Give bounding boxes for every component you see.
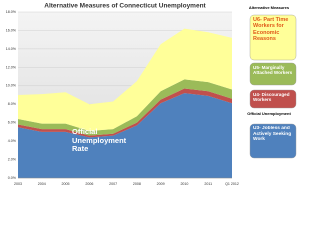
legend-header: Alternative Measures <box>248 6 290 10</box>
x-tick-label: 2007 <box>109 182 117 186</box>
legend-label-box: U5- Marginally Attached Workers <box>253 65 293 76</box>
x-tick-label: 2004 <box>38 182 46 186</box>
y-tick-label: 4.0% <box>8 139 17 143</box>
y-tick-label: 10.0% <box>6 84 17 88</box>
legend-swatch <box>249 14 297 61</box>
x-tick-label: 2003 <box>14 182 22 186</box>
legend-header: Official Unemployment <box>247 112 291 116</box>
x-tick-label: 2008 <box>133 182 141 186</box>
x-tick-label: 2006 <box>85 182 93 186</box>
area <box>18 93 232 178</box>
legend-label: U3- Jobless and Actively Seeking Work <box>253 126 292 143</box>
x-tick-label: 2010 <box>180 182 188 186</box>
legend-header-box: Official Unemployment <box>247 112 291 116</box>
y-tick-label: 18.0% <box>6 10 17 14</box>
page: {"chart_data": {"type": "area", "title":… <box>5 2 297 186</box>
y-tick-label: 8.0% <box>8 102 17 106</box>
x-tick-label: Q1 2012 <box>225 182 239 186</box>
area <box>18 79 232 136</box>
y-tick-label: 6.0% <box>8 121 17 125</box>
annotation: Official Unemployment Rate <box>72 128 127 154</box>
x-tick-label: 2009 <box>157 182 165 186</box>
y-tick-label: 2.0% <box>8 158 17 162</box>
area <box>18 28 232 131</box>
legend-header-box: Alternative Measures <box>248 6 290 10</box>
legend-swatch <box>249 123 297 159</box>
legend-label-box: U3- Jobless and Actively Seeking Work <box>253 126 292 143</box>
y-tick-label: 0.0% <box>8 176 17 180</box>
annotation-box: Official Unemployment Rate <box>72 128 127 154</box>
legend-label-box: U4- Discouraged Workers <box>253 92 290 103</box>
y-tick-label: 12.0% <box>6 65 17 69</box>
area <box>18 88 232 138</box>
chart: Alternative Measures of Connecticut Unem… <box>6 3 297 186</box>
legend-swatch <box>249 89 297 109</box>
legend-label: U4- Discouraged Workers <box>253 92 290 103</box>
legend-swatch <box>249 62 297 86</box>
legend-label: U6- Part Time Workers for Economic Reaso… <box>253 17 289 42</box>
chart-title: Alternative Measures of Connecticut Unem… <box>44 3 206 10</box>
y-tick-label: 16.0% <box>6 28 17 32</box>
x-tick-label: 2011 <box>204 182 212 186</box>
legend-label: U5- Marginally Attached Workers <box>253 65 293 76</box>
x-tick-label: 2005 <box>62 182 70 186</box>
y-tick-label: 14.0% <box>6 47 17 51</box>
legend-label-box: U6- Part Time Workers for Economic Reaso… <box>253 17 289 42</box>
